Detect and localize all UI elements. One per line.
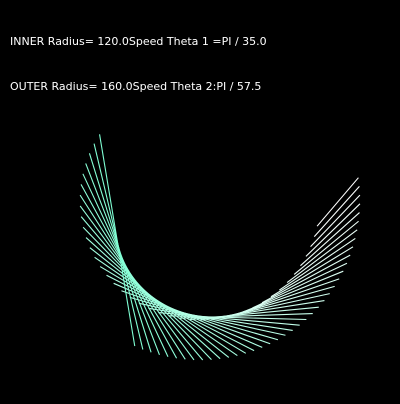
sweep-line-segment bbox=[82, 226, 212, 360]
sweep-line-segment bbox=[99, 134, 136, 347]
sweep-line-segment bbox=[270, 246, 354, 298]
sweep-line-segment bbox=[300, 212, 360, 267]
inner-radius-label: INNER Radius bbox=[10, 35, 85, 48]
inner-radius-value: = 120.0 bbox=[84, 35, 129, 48]
sweep-line-segment bbox=[310, 194, 361, 248]
sweep-line-segment bbox=[261, 254, 351, 304]
outer-readout-line: OUTER Radius= 160.0Speed Theta 2:PI / 57… bbox=[10, 79, 267, 94]
sweep-line-segment bbox=[138, 302, 286, 336]
outer-radius-label: OUTER Radius bbox=[10, 80, 89, 93]
outer-radius-value: = 160.0 bbox=[88, 80, 133, 93]
sweep-line-segment bbox=[232, 278, 340, 317]
sweep-line-segment bbox=[148, 307, 293, 331]
sweep-line-segment bbox=[79, 194, 186, 360]
speed-theta-1-label: Speed Theta 1 = bbox=[128, 35, 222, 48]
sweep-line-segment bbox=[252, 262, 348, 309]
sweep-line-segment bbox=[94, 256, 238, 357]
speed-theta-2-value: PI / 57.5 bbox=[216, 80, 262, 93]
speed-theta-1-value: PI / 35.0 bbox=[221, 35, 267, 48]
sweep-line-segment bbox=[305, 203, 361, 257]
sweep-line-segment bbox=[106, 274, 255, 352]
sweep-line-segment bbox=[286, 229, 358, 283]
speed-theta-2-label: Speed Theta 2: bbox=[132, 80, 217, 93]
inner-readout-line: INNER Radius= 120.0Speed Theta 1 =PI / 3… bbox=[10, 34, 267, 49]
sweep-line-segment bbox=[129, 296, 279, 341]
sweep-line-segment bbox=[79, 205, 195, 361]
sweep-line-segment bbox=[313, 185, 360, 237]
sweep-line-segment bbox=[80, 216, 204, 361]
sweep-line-segment bbox=[242, 270, 344, 313]
sweep-line-segment bbox=[89, 247, 230, 358]
sweep-line-segment bbox=[316, 177, 359, 227]
sweep-line-segment bbox=[293, 220, 359, 275]
sweep-line-segment bbox=[121, 290, 271, 345]
sweep-line-segment bbox=[85, 237, 221, 360]
sweep-line-segment bbox=[279, 237, 356, 291]
parameter-readout: INNER Radius= 120.0Speed Theta 1 =PI / 3… bbox=[10, 4, 267, 109]
